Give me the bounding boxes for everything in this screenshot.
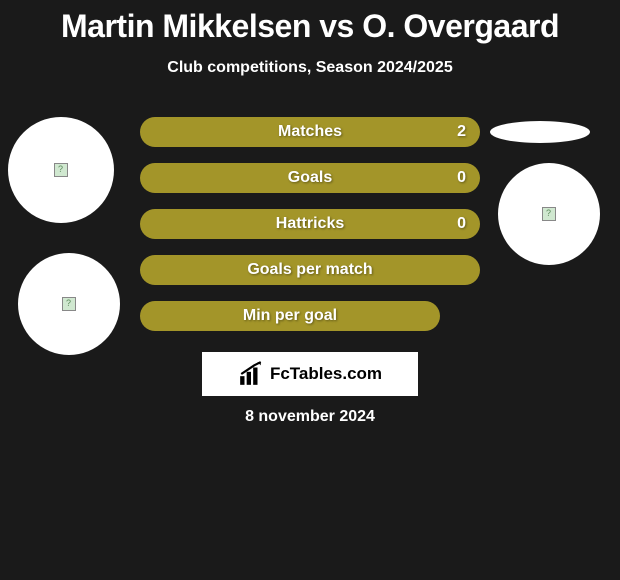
player-circle-left-bottom	[18, 253, 120, 355]
stat-bar: Goals 0	[140, 163, 480, 193]
stat-label: Min per goal	[243, 307, 337, 325]
stat-row: Matches 2	[140, 117, 480, 147]
player-circle-left-top	[8, 117, 114, 223]
page-title: Martin Mikkelsen vs O. Overgaard	[0, 0, 620, 45]
stat-label: Goals	[288, 169, 332, 187]
stat-value: 2	[457, 123, 466, 141]
stat-row: Hattricks 0	[140, 209, 480, 239]
image-placeholder-icon	[54, 163, 68, 177]
chart-icon	[238, 361, 264, 387]
stat-bar: Matches 2	[140, 117, 480, 147]
image-placeholder-icon	[542, 207, 556, 221]
stat-row: Goals per match	[140, 255, 480, 285]
stat-bar: Goals per match	[140, 255, 480, 285]
stat-value: 0	[457, 215, 466, 233]
stats-area: Matches 2 Goals 0 Hattricks 0 Goals per …	[0, 117, 620, 347]
stat-row: Goals 0	[140, 163, 480, 193]
decorative-ellipse	[490, 121, 590, 143]
stat-bar: Min per goal	[140, 301, 440, 331]
stat-bars: Matches 2 Goals 0 Hattricks 0 Goals per …	[140, 117, 480, 347]
stat-value: 0	[457, 169, 466, 187]
stat-label: Goals per match	[247, 261, 372, 279]
player-circle-right	[498, 163, 600, 265]
stat-row: Min per goal	[140, 301, 480, 331]
image-placeholder-icon	[62, 297, 76, 311]
stat-label: Matches	[278, 123, 342, 141]
branding-box: FcTables.com	[202, 352, 418, 396]
date-text: 8 november 2024	[0, 408, 620, 426]
branding-text: FcTables.com	[270, 364, 382, 384]
stat-bar: Hattricks 0	[140, 209, 480, 239]
stat-label: Hattricks	[276, 215, 344, 233]
subtitle: Club competitions, Season 2024/2025	[0, 59, 620, 77]
